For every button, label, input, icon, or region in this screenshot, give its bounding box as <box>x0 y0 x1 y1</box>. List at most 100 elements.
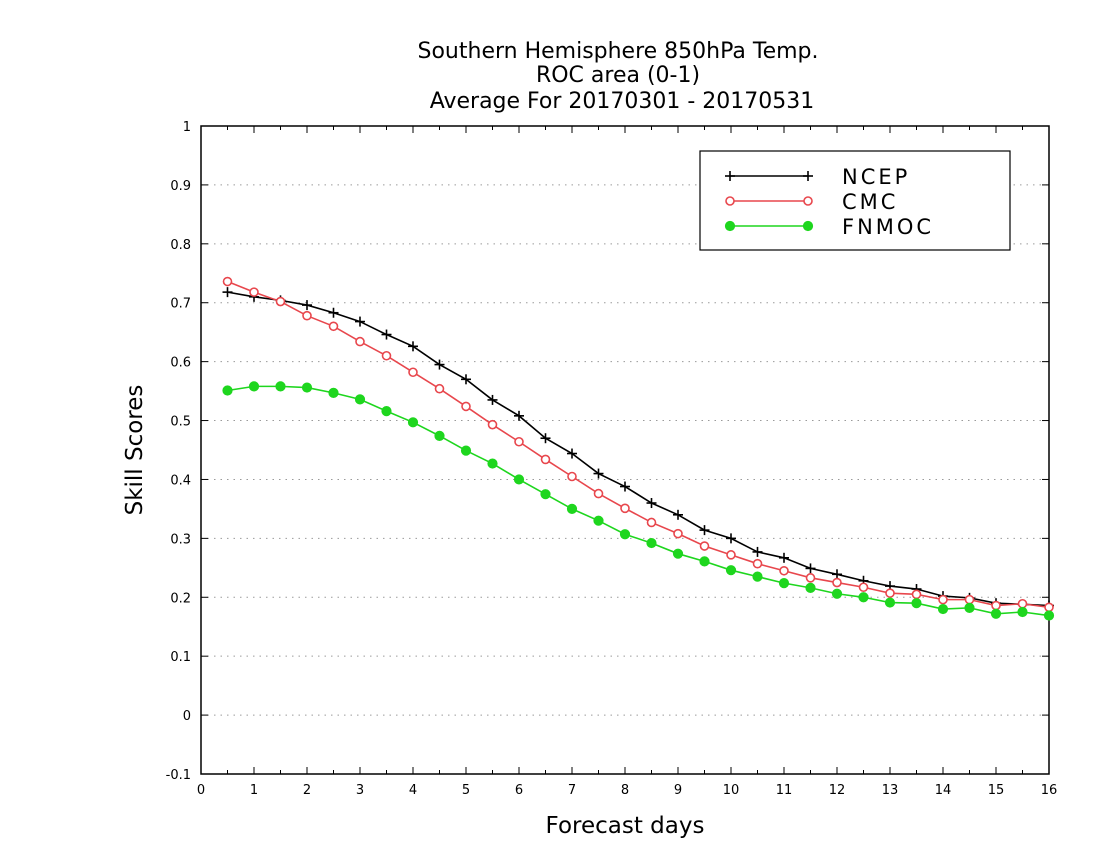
data-point-fnmoc <box>593 515 604 526</box>
data-point-fnmoc <box>937 603 949 615</box>
x-tick-label: 7 <box>568 783 576 798</box>
title-line-2: ROC area (0-1) <box>536 63 700 88</box>
data-point-cmc <box>302 310 312 321</box>
x-tick-label: 13 <box>882 783 899 798</box>
x-tick-label: 6 <box>515 783 523 798</box>
data-point-ncep <box>593 468 604 479</box>
data-point-fnmoc <box>301 382 313 393</box>
series-line-cmc <box>227 280 1050 609</box>
x-tick-label: 4 <box>409 783 417 798</box>
data-point-ncep <box>646 498 657 509</box>
data-point-fnmoc <box>275 381 286 392</box>
legend-marker-fnmoc <box>802 220 814 232</box>
y-tick-label: 0.7 <box>170 297 191 312</box>
data-point-fnmoc <box>1043 610 1055 621</box>
data-point-fnmoc <box>699 556 710 567</box>
y-tick-label: -0.1 <box>166 768 191 783</box>
data-point-fnmoc <box>328 387 339 398</box>
data-point-fnmoc <box>884 597 896 608</box>
legend-marker-ncep <box>725 171 735 181</box>
data-point-cmc <box>938 594 948 605</box>
x-tick-label: 2 <box>303 783 311 798</box>
data-point-cmc <box>567 471 577 482</box>
series-ncep <box>222 287 1054 611</box>
data-point-cmc <box>593 488 604 499</box>
legend-marker-cmc <box>803 196 813 206</box>
data-point-fnmoc <box>911 598 922 609</box>
data-point-fnmoc <box>725 565 737 576</box>
data-point-cmc <box>964 594 975 605</box>
x-tick-label: 10 <box>723 783 740 798</box>
y-tick-label: 0.8 <box>170 238 191 253</box>
data-point-fnmoc <box>752 571 763 582</box>
data-point-ncep <box>673 509 683 520</box>
y-tick-label: 0.5 <box>170 415 191 430</box>
data-point-cmc <box>222 276 233 287</box>
data-point-ncep <box>434 359 445 370</box>
series-cmc <box>222 276 1054 613</box>
data-point-ncep <box>567 448 577 459</box>
data-point-ncep <box>461 374 471 385</box>
data-point-fnmoc <box>540 489 551 500</box>
data-point-cmc <box>408 367 418 378</box>
data-point-cmc <box>434 383 445 394</box>
data-point-cmc <box>1044 602 1054 613</box>
data-point-fnmoc <box>831 588 843 599</box>
x-tick-label: 12 <box>829 783 846 798</box>
data-point-cmc <box>832 577 842 588</box>
data-point-fnmoc <box>964 602 975 613</box>
axis-ticks: -0.100.10.20.30.40.50.60.70.80.910 1 2 3 4 5 6… <box>166 120 1058 798</box>
data-point-fnmoc <box>354 394 366 405</box>
y-tick-label: 0.9 <box>170 179 191 194</box>
data-point-cmc <box>540 454 551 465</box>
data-point-ncep <box>408 341 418 352</box>
data-point-cmc <box>275 296 286 307</box>
y-tick-label: 0.1 <box>170 650 191 665</box>
data-point-ncep <box>832 569 842 580</box>
series-fnmoc <box>222 381 1055 621</box>
data-point-fnmoc <box>619 529 631 540</box>
data-point-ncep <box>699 525 710 536</box>
data-point-fnmoc <box>487 458 498 469</box>
data-point-cmc <box>381 350 392 361</box>
data-point-cmc <box>805 573 816 583</box>
data-point-ncep <box>302 300 312 311</box>
data-point-cmc <box>779 565 789 576</box>
data-point-cmc <box>699 541 710 551</box>
data-point-cmc <box>461 401 471 412</box>
title-line-1: Southern Hemisphere 850hPa Temp. <box>418 39 819 64</box>
data-point-cmc <box>726 550 736 560</box>
y-tick-label: 1 <box>183 120 191 135</box>
data-point-fnmoc <box>248 381 260 392</box>
y-tick-label: 0.3 <box>170 532 191 547</box>
data-point-fnmoc <box>805 582 816 593</box>
data-point-fnmoc <box>672 548 684 559</box>
data-point-cmc <box>514 436 524 447</box>
data-point-ncep <box>752 546 763 557</box>
title-line-3: Average For 20170301 - 20170531 <box>430 89 815 114</box>
data-point-fnmoc <box>990 608 1002 619</box>
legend-item-fnmoc: FNMOC <box>724 215 934 239</box>
legend-marker-cmc <box>725 196 735 206</box>
data-point-fnmoc <box>858 592 869 603</box>
data-point-cmc <box>646 517 657 528</box>
data-point-cmc <box>858 582 869 593</box>
data-point-fnmoc <box>434 430 445 441</box>
data-point-cmc <box>991 600 1001 611</box>
legend-marker-fnmoc <box>724 220 736 232</box>
data-point-fnmoc <box>513 474 525 485</box>
data-point-ncep <box>222 287 233 298</box>
legend-item-cmc: CMC <box>725 190 898 214</box>
data-point-ncep <box>620 481 630 492</box>
data-point-cmc <box>249 287 259 297</box>
data-point-cmc <box>328 321 339 332</box>
legend-label-cmc: CMC <box>842 190 898 214</box>
data-point-cmc <box>673 528 683 539</box>
data-point-ncep <box>540 433 551 444</box>
data-point-cmc <box>1017 598 1028 609</box>
legend-label-fnmoc: FNMOC <box>842 215 934 239</box>
series-layer <box>222 276 1055 621</box>
x-tick-label: 8 <box>621 783 629 798</box>
